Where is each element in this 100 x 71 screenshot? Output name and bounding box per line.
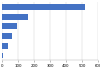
Bar: [2, 24, 17, 29]
Bar: [2, 4, 85, 10]
Bar: [2, 14, 28, 20]
Bar: [2, 43, 8, 49]
Bar: [2, 33, 12, 39]
Bar: [2, 53, 3, 58]
